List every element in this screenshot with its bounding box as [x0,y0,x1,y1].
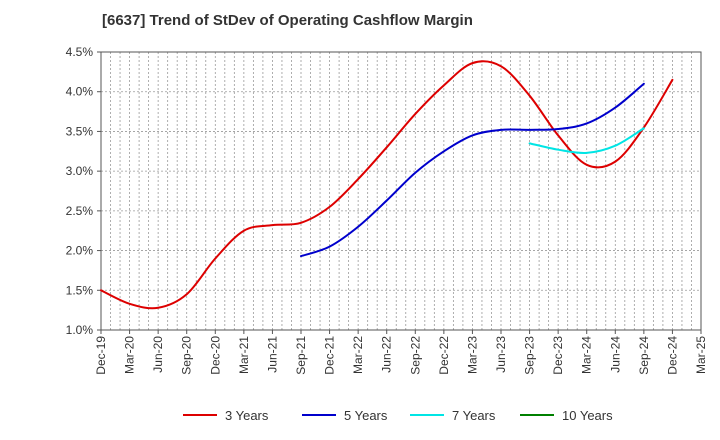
y-tick-label: 4.0% [66,85,94,99]
x-tick-label: Sep-23 [523,336,537,375]
x-tick-label: Jun-21 [265,336,279,373]
x-tick-label: Jun-20 [151,336,165,373]
plot-background [101,52,701,330]
y-tick-label: 3.5% [66,124,94,138]
legend-label-7-years: 7 Years [452,408,496,423]
legend-label-3-years: 3 Years [225,408,269,423]
x-tick-label: Mar-24 [580,336,594,374]
x-axis: Dec-19 Mar-20 Jun-20 Sep-20 Dec-20 Mar-21 Jun-… [94,330,708,375]
x-tick-label: Dec-20 [208,336,222,375]
x-tick-label: Mar-25 [694,336,708,374]
x-tick-label: Dec-22 [437,336,451,375]
x-tick-label: Sep-20 [180,336,194,375]
series-lines [100,60,674,310]
series-line-3-years [100,60,674,310]
x-tick-label: Mar-21 [237,336,251,374]
x-tick-label: Dec-23 [551,336,565,375]
legend: 3 Years 5 Years 7 Years 10 Years [183,408,613,423]
y-tick-label: 4.5% [66,45,94,59]
y-tick-label: 1.5% [66,283,94,297]
legend-label-5-years: 5 Years [344,408,388,423]
x-tick-label: Jun-23 [494,336,508,373]
chart-title: [6637] Trend of StDev of Operating Cashf… [102,12,473,29]
plot-border [100,51,702,331]
y-axis: 1.0% 1.5% 2.0% 2.5% 3.0% 3.5% 4.0% 4.5% [66,45,101,337]
plot-area [101,52,701,330]
x-tick-label: Mar-23 [465,336,479,374]
x-tick-label: Sep-21 [294,336,308,375]
x-tick-label: Dec-19 [94,336,108,375]
x-tick-label: Mar-20 [123,336,137,374]
y-tick-label: 2.0% [66,244,94,258]
y-tick-label: 3.0% [66,164,94,178]
x-tick-label: Dec-24 [665,336,679,375]
x-tick-label: Mar-22 [351,336,365,374]
x-tick-label: Jun-22 [380,336,394,373]
y-tick-label: 1.0% [66,323,94,337]
x-tick-label: Dec-21 [323,336,337,375]
y-tick-label: 2.5% [66,204,94,218]
series-line-5-years [300,82,645,258]
legend-label-10-years: 10 Years [562,408,613,423]
x-tick-label: Sep-24 [637,336,651,375]
x-tick-label: Sep-22 [408,336,422,375]
grid [100,51,702,331]
x-tick-label: Jun-24 [608,336,622,373]
series-line-7-years [528,127,645,154]
